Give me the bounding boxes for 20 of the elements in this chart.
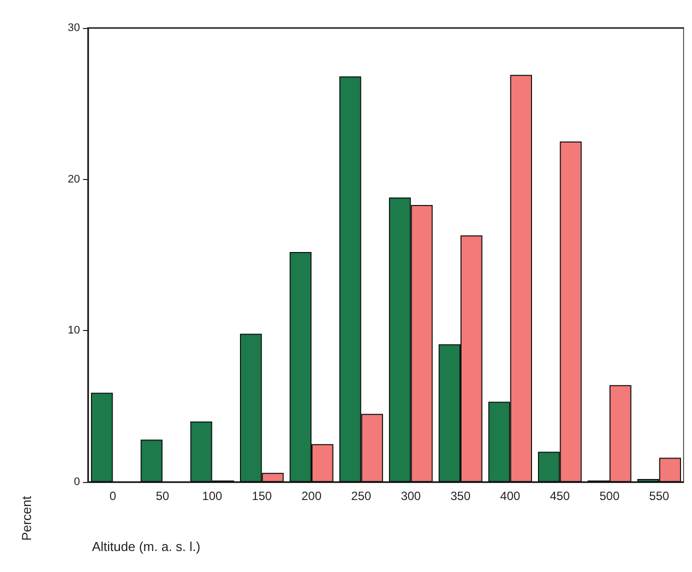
x-tick-label: 500 bbox=[599, 489, 620, 503]
x-tick-label: 0 bbox=[109, 489, 116, 503]
x-tick-label: 300 bbox=[400, 489, 422, 503]
bar bbox=[140, 440, 162, 482]
x-axis-title: Altitude (m. a. s. l.) bbox=[92, 539, 200, 554]
y-tick-label: 30 bbox=[68, 22, 80, 34]
x-tick-label: 450 bbox=[550, 489, 570, 503]
y-tick-label: 0 bbox=[74, 476, 80, 488]
x-tick-label: 150 bbox=[252, 489, 272, 503]
bar bbox=[90, 392, 113, 482]
y-axis-title: Percent bbox=[19, 496, 34, 541]
y-tick-label: 10 bbox=[68, 324, 80, 337]
x-tick-label: 50 bbox=[156, 489, 170, 503]
x-tick-label: 100 bbox=[202, 489, 222, 503]
y-tick-label: 20 bbox=[68, 173, 80, 186]
x-tick-label: 350 bbox=[450, 489, 471, 503]
x-tick-label: 400 bbox=[500, 489, 520, 503]
x-tick-label: 550 bbox=[649, 489, 670, 503]
x-tick-label: 200 bbox=[301, 489, 322, 503]
x-tick-label: 250 bbox=[351, 489, 372, 503]
